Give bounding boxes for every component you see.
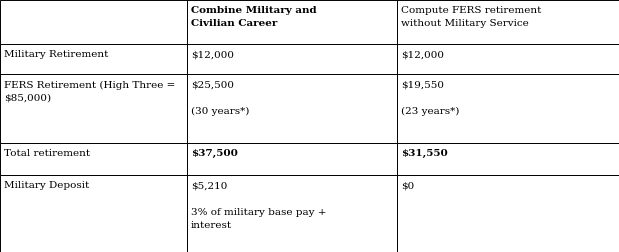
- Text: $19,550

(23 years*): $19,550 (23 years*): [401, 80, 459, 116]
- Bar: [0, 44, 187, 74]
- Bar: [0, 175, 187, 252]
- Bar: [187, 44, 397, 74]
- Text: Total retirement: Total retirement: [4, 149, 90, 158]
- Bar: [397, 143, 619, 175]
- Text: $25,500

(30 years*): $25,500 (30 years*): [191, 80, 249, 116]
- Bar: [397, 74, 619, 143]
- Bar: [0, 143, 187, 175]
- Text: $12,000: $12,000: [401, 50, 444, 59]
- Bar: [397, 175, 619, 252]
- Bar: [187, 0, 397, 44]
- Text: $0: $0: [401, 181, 414, 190]
- Bar: [0, 74, 187, 143]
- Text: Military Deposit: Military Deposit: [4, 181, 89, 190]
- Text: $37,500: $37,500: [191, 149, 238, 158]
- Bar: [187, 175, 397, 252]
- Bar: [0, 0, 187, 44]
- Bar: [187, 74, 397, 143]
- Bar: [397, 44, 619, 74]
- Text: $5,210

3% of military base pay +
interest: $5,210 3% of military base pay + interes…: [191, 181, 326, 230]
- Bar: [187, 143, 397, 175]
- Bar: [397, 0, 619, 44]
- Text: Military Retirement: Military Retirement: [4, 50, 108, 59]
- Text: $31,550: $31,550: [401, 149, 448, 158]
- Text: Compute FERS retirement
without Military Service: Compute FERS retirement without Military…: [401, 6, 542, 28]
- Text: FERS Retirement (High Three =
$85,000): FERS Retirement (High Three = $85,000): [4, 80, 175, 103]
- Text: Combine Military and
Civilian Career: Combine Military and Civilian Career: [191, 6, 316, 28]
- Text: $12,000: $12,000: [191, 50, 233, 59]
